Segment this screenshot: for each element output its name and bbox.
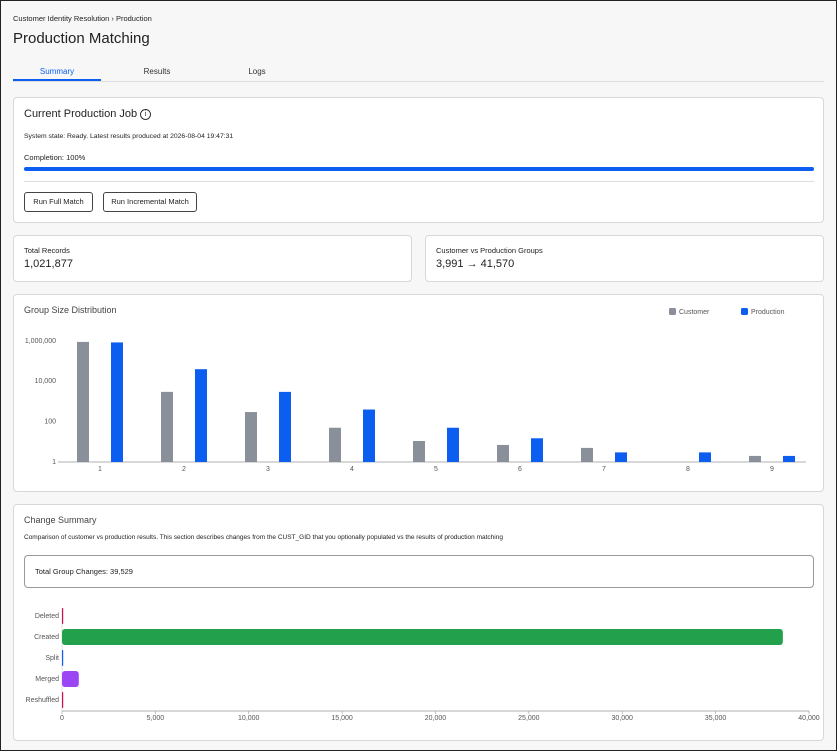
y-tick-label: 10,000 — [35, 378, 57, 385]
x-tick-label: 9 — [770, 466, 774, 473]
crumb[interactable]: Customer Identity Resolution — [13, 14, 110, 23]
bar — [279, 391, 291, 462]
bar — [62, 692, 64, 708]
chart-card — [13, 504, 824, 741]
bar — [161, 391, 173, 462]
bar — [62, 608, 64, 624]
bar — [62, 650, 64, 666]
x-tick-label: 6 — [518, 466, 522, 473]
completion-label: Completion: 100% — [24, 153, 85, 162]
y-tick-label: 1,000,000 — [25, 338, 56, 345]
bar — [749, 455, 761, 462]
chart-title: Change Summary — [24, 515, 97, 525]
label: Completion: — [24, 153, 65, 162]
job-title: Current Production Job i — [24, 108, 152, 120]
page-title: Production Matching — [13, 30, 150, 47]
x-tick-label: 2 — [182, 466, 186, 473]
legend-label: Production — [751, 309, 785, 316]
divider — [24, 181, 814, 182]
stat-label: Total Records — [24, 246, 70, 255]
tab[interactable]: Logs — [248, 67, 266, 76]
info-icon[interactable]: i — [140, 109, 152, 120]
y-tick-label: Created — [34, 634, 59, 641]
legend-swatch — [741, 308, 748, 315]
legend-swatch — [669, 308, 676, 315]
x-tick-label: 10,000 — [238, 715, 260, 722]
breadcrumb: Customer Identity Resolution › Productio… — [13, 14, 152, 23]
chart-title: Group Size Distribution — [24, 305, 117, 315]
x-tick-label: 40,000 — [798, 715, 820, 722]
x-tick-label: 25,000 — [518, 715, 540, 722]
bar — [77, 341, 89, 462]
x-tick-label: 20,000 — [425, 715, 447, 722]
x-tick-label: 3 — [266, 466, 270, 473]
total-box — [24, 555, 814, 588]
tab-rule — [13, 81, 824, 82]
bar — [783, 455, 795, 462]
y-tick-label: 100 — [44, 419, 56, 426]
y-tick-label: 1 — [52, 459, 56, 466]
y-tick-label: Merged — [35, 676, 59, 683]
bar — [62, 629, 783, 645]
bar — [329, 427, 341, 462]
x-tick-label: 30,000 — [612, 715, 634, 722]
chart-subtitle: Comparison of customer vs production res… — [24, 534, 503, 541]
bar — [111, 342, 123, 462]
bar — [447, 427, 459, 462]
bar — [62, 671, 79, 687]
job-status: System state: Ready. Latest results prod… — [24, 133, 234, 140]
bar — [245, 412, 257, 462]
x-tick-label: 5,000 — [147, 715, 165, 722]
x-tick-label: 4 — [350, 466, 354, 473]
button[interactable]: Run Full Match — [24, 192, 93, 212]
y-tick-label: Reshuffled — [26, 697, 59, 704]
job-title-text: Current Production Job — [24, 108, 138, 120]
stat-card — [13, 235, 412, 282]
bar — [413, 440, 425, 462]
y-tick-label: Deleted — [35, 613, 59, 620]
x-tick-label: 0 — [60, 715, 64, 722]
y-tick-label: Split — [45, 655, 59, 662]
legend-label: Customer — [679, 309, 710, 316]
bar — [531, 438, 543, 462]
crumb: Production — [115, 14, 152, 23]
stat-label: Customer vs Production Groups — [436, 246, 543, 255]
tab[interactable]: Summary — [13, 67, 101, 81]
progress-bar — [24, 167, 814, 171]
bar — [363, 409, 375, 462]
tab[interactable]: Results — [143, 67, 171, 76]
x-tick-label: 5 — [434, 466, 438, 473]
stat-value: 1,021,877 — [24, 258, 73, 270]
button[interactable]: Run Incremental Match — [103, 192, 197, 212]
x-tick-label: 8 — [686, 466, 690, 473]
value: 100% — [66, 153, 86, 162]
bar — [615, 452, 627, 462]
x-tick-label: 7 — [602, 466, 606, 473]
stat-value: 3,991 → 41,570 — [436, 258, 515, 270]
bar — [581, 447, 593, 462]
x-tick-label: 1 — [98, 466, 102, 473]
total-text: Total Group Changes: 39,529 — [35, 567, 133, 576]
bar — [497, 444, 509, 462]
bar — [195, 369, 207, 462]
x-tick-label: 15,000 — [331, 715, 353, 722]
bar — [699, 452, 711, 462]
progress-track — [24, 167, 814, 171]
stat-card — [425, 235, 824, 282]
x-tick-label: 35,000 — [705, 715, 727, 722]
